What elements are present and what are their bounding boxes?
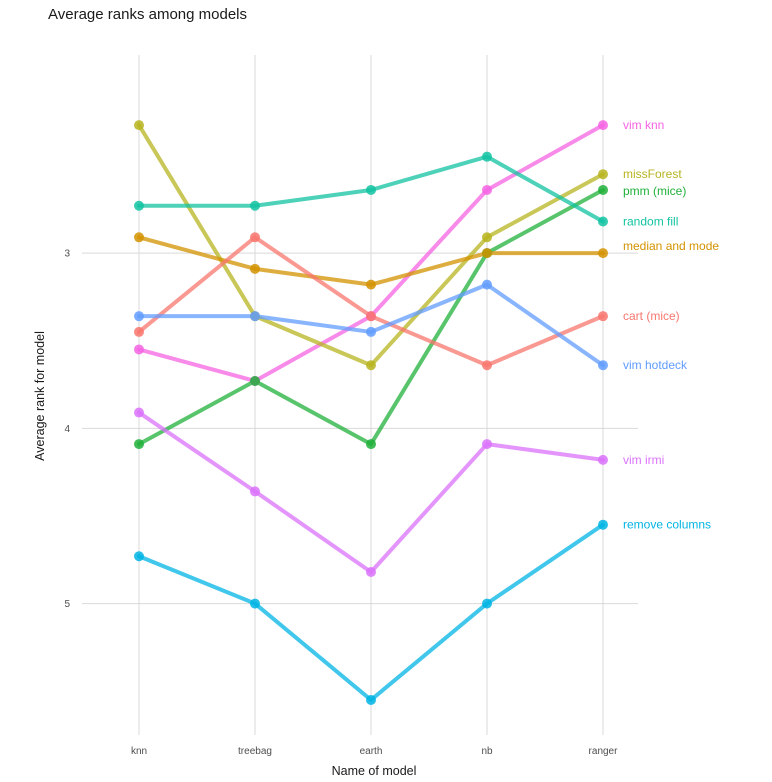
data-point <box>482 598 492 609</box>
data-point <box>250 200 260 211</box>
data-point <box>598 248 608 259</box>
data-point <box>482 360 492 371</box>
data-point <box>250 486 260 497</box>
series-labels: vim knn missForest pmm (mice) random fill me… <box>623 118 719 532</box>
data-point <box>250 598 260 609</box>
y-tick-label: 5 <box>64 599 70 610</box>
grid <box>82 55 638 735</box>
data-point <box>598 519 608 530</box>
data-point <box>598 454 608 465</box>
data-point <box>366 311 376 322</box>
data-point <box>134 326 144 337</box>
data-point <box>598 120 608 131</box>
data-point <box>134 551 144 562</box>
series-label: missForest <box>623 167 682 181</box>
y-axis-ticks: 3 4 5 <box>64 249 70 611</box>
series-label: pmm (mice) <box>623 184 686 198</box>
data-point <box>598 216 608 227</box>
data-point <box>366 184 376 195</box>
data-point <box>366 279 376 290</box>
chart-title: Average ranks among models <box>48 6 247 23</box>
data-point <box>250 263 260 274</box>
data-point <box>366 439 376 450</box>
data-point <box>482 184 492 195</box>
series-points <box>134 120 608 705</box>
data-point <box>134 344 144 355</box>
x-tick-label: ranger <box>589 746 619 757</box>
x-tick-label: nb <box>481 746 493 757</box>
y-axis-label: Average rank for model <box>33 331 47 461</box>
data-point <box>134 311 144 322</box>
data-point <box>250 311 260 322</box>
data-point <box>134 200 144 211</box>
data-point <box>482 151 492 162</box>
data-point <box>598 311 608 322</box>
series-label: vim irmi <box>623 453 664 467</box>
data-point <box>250 232 260 243</box>
x-axis-label: Name of model <box>332 764 417 778</box>
series-label: remove columns <box>623 518 711 532</box>
data-point <box>134 232 144 243</box>
data-point <box>366 360 376 371</box>
series-label: cart (mice) <box>623 309 680 323</box>
x-tick-label: treebag <box>238 746 272 757</box>
data-point <box>598 169 608 180</box>
data-point <box>134 407 144 418</box>
data-point <box>598 360 608 371</box>
data-point <box>366 567 376 578</box>
x-axis-ticks: knn treebag earth nb ranger <box>131 746 618 757</box>
y-tick-label: 4 <box>64 424 70 435</box>
series-label: random fill <box>623 215 678 229</box>
data-point <box>482 248 492 259</box>
y-tick-label: 3 <box>64 249 70 260</box>
series-label: vim hotdeck <box>623 358 688 372</box>
data-point <box>366 694 376 705</box>
data-point <box>482 439 492 450</box>
data-point <box>482 279 492 290</box>
data-point <box>598 184 608 195</box>
series-label: median and mode <box>623 239 719 253</box>
data-point <box>134 120 144 131</box>
data-point <box>482 232 492 243</box>
data-point <box>250 375 260 386</box>
x-tick-label: knn <box>131 746 147 757</box>
x-tick-label: earth <box>360 746 383 757</box>
series-label: vim knn <box>623 118 664 132</box>
data-point <box>134 439 144 450</box>
data-point <box>366 326 376 337</box>
